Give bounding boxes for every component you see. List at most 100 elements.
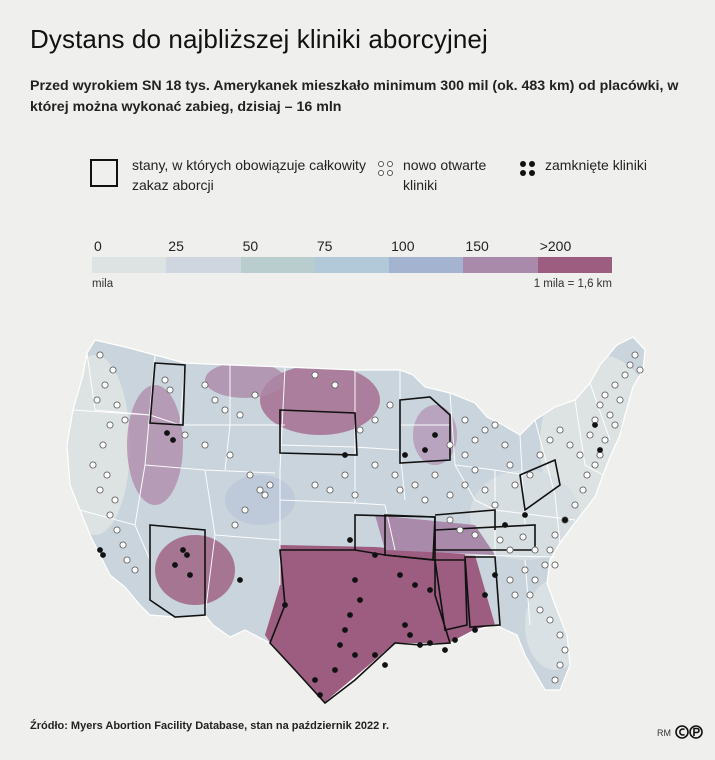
closed-clinic-marker (562, 517, 568, 523)
page-title: Dystans do najbliższej kliniki aborcyjne… (30, 24, 488, 54)
scale-labels: 0 25 50 75 100 150 >200 (92, 238, 612, 258)
closed-clinic-marker (452, 637, 458, 643)
new-clinic-marker (551, 561, 559, 569)
new-clinic-marker (471, 531, 479, 539)
new-clinic-marker (583, 471, 591, 479)
new-clinic-marker (221, 406, 229, 414)
new-clinic-marker (391, 471, 399, 479)
new-clinic-marker (211, 396, 219, 404)
new-clinic-marker (371, 416, 379, 424)
scale-label: >200 (539, 238, 572, 254)
new-clinic-marker (446, 441, 454, 449)
closed-clinic-marker (332, 667, 338, 673)
new-clinic-marker (256, 486, 264, 494)
new-clinic-marker (471, 436, 479, 444)
new-clinic-marker (636, 366, 644, 374)
new-clinic-marker (371, 461, 379, 469)
scale-segment (240, 257, 315, 273)
closed-clinic-marker (427, 587, 433, 593)
new-clinic-marker (89, 461, 97, 469)
scale-segment (92, 257, 167, 273)
new-clinic-marker (311, 481, 319, 489)
scale-label: 100 (391, 238, 415, 254)
closed-clinic-marker (472, 627, 478, 633)
new-clinic-marker (501, 441, 509, 449)
new-clinic-marker (496, 536, 504, 544)
scale-unit: mila (92, 278, 114, 290)
new-clinic-marker (246, 471, 254, 479)
new-clinic-marker (511, 591, 519, 599)
scale-segment (389, 257, 464, 273)
new-clinic-marker (113, 526, 121, 534)
new-clinic-marker (351, 491, 359, 499)
new-clinic-marker (226, 451, 234, 459)
new-clinic-marker (166, 386, 174, 394)
closed-clinic-marker (397, 572, 403, 578)
closed-clinic-marker (180, 547, 186, 553)
closed-clinic-marker (407, 632, 413, 638)
new-clinic-marker (511, 481, 519, 489)
scale-conversion: 1 mila = 1,6 km (533, 278, 612, 290)
new-clinic-marker (99, 441, 107, 449)
legend-closed-label: zamknięte kliniki (545, 157, 647, 173)
new-clinic-marker (551, 531, 559, 539)
new-clinic-marker (331, 381, 339, 389)
closed-clinic-marker (402, 452, 408, 458)
new-clinic-marker (531, 576, 539, 584)
new-clinic-marker (616, 396, 624, 404)
closed-clinic-marker (412, 582, 418, 588)
new-clinic-marker (506, 546, 514, 554)
closed-clinic-marker (382, 662, 388, 668)
new-clinic-marker (386, 401, 394, 409)
new-clinic-marker (521, 566, 529, 574)
new-clinic-marker (481, 486, 489, 494)
new-clinic-marker (356, 426, 364, 434)
new-clinic-marker (266, 481, 274, 489)
legend-ban-label: stany, w których obowiązuje całkowity za… (132, 157, 366, 193)
scale-label: 150 (465, 238, 489, 254)
new-clinic-marker (251, 391, 259, 399)
closed-clinic-marker (312, 677, 318, 683)
new-clinic-marker (109, 366, 117, 374)
new-clinic-marker (561, 646, 569, 654)
closed-clinic-marker (187, 572, 193, 578)
legend-new-label: nowo otwarte kliniki (403, 157, 487, 193)
closed-clinic-marker (442, 647, 448, 653)
new-clinic-marker (241, 506, 249, 514)
scale-segment (537, 257, 612, 273)
new-clinic-marker (113, 401, 121, 409)
new-clinic-marker (626, 361, 634, 369)
new-clinic-marker (111, 496, 119, 504)
filled-dots-icon (520, 161, 538, 179)
new-clinic-marker (231, 521, 239, 529)
new-clinic-marker (531, 546, 539, 554)
new-clinic-marker (546, 436, 554, 444)
new-clinic-marker (631, 351, 639, 359)
new-clinic-marker (101, 381, 109, 389)
new-clinic-marker (461, 481, 469, 489)
new-clinic-marker (566, 441, 574, 449)
new-clinic-marker (571, 501, 579, 509)
new-clinic-marker (456, 526, 464, 534)
scale-label: 0 (94, 238, 102, 254)
closed-clinic-marker (347, 612, 353, 618)
new-clinic-marker (506, 461, 514, 469)
closed-clinic-marker (372, 652, 378, 658)
new-clinic-marker (471, 466, 479, 474)
new-clinic-marker (526, 471, 534, 479)
new-clinic-marker (556, 661, 564, 669)
scale-segment (463, 257, 538, 273)
closed-clinics-markers (97, 422, 603, 698)
scale-segment (314, 257, 390, 273)
ban-square-icon (90, 159, 118, 187)
closed-clinic-marker (97, 547, 103, 553)
new-clinic-marker (106, 421, 114, 429)
new-clinic-marker (201, 381, 209, 389)
closed-clinic-marker (372, 552, 378, 558)
new-clinic-marker (556, 426, 564, 434)
new-clinic-marker (103, 471, 111, 479)
closed-clinic-marker (492, 572, 498, 578)
new-clinic-marker (546, 616, 554, 624)
new-clinic-marker (491, 421, 499, 429)
page-subtitle: Przed wyrokiem SN 18 tys. Amerykanek mie… (30, 78, 679, 115)
